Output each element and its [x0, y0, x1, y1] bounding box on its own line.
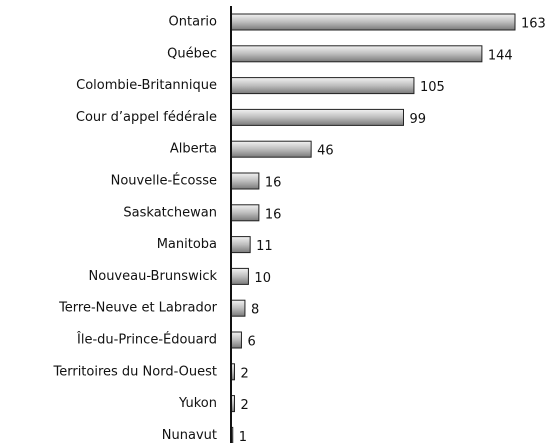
bar: [230, 45, 483, 63]
value-label: 8: [251, 303, 259, 318]
value-label: 105: [420, 80, 445, 95]
category-label: Alberta: [170, 142, 217, 157]
value-label: 2: [240, 366, 248, 381]
category-label: Manitoba: [157, 237, 217, 252]
value-label: 11: [256, 239, 273, 254]
value-label: 10: [254, 271, 271, 286]
category-label: Colombie-Britannique: [76, 78, 217, 93]
value-label: 6: [247, 335, 255, 350]
value-label: 144: [488, 48, 513, 63]
value-label: 46: [317, 144, 334, 159]
bar: [230, 236, 251, 254]
category-label: Terre-Neuve et Labrador: [58, 301, 218, 316]
bar: [230, 267, 249, 285]
bar: [230, 140, 312, 158]
category-label: Saskatchewan: [123, 205, 217, 220]
bar: [230, 299, 246, 317]
bar: [230, 108, 404, 126]
category-label: Île-du-Prince-Édouard: [76, 332, 217, 348]
category-label: Ontario: [169, 15, 217, 30]
value-label: 163: [521, 17, 546, 32]
category-label: Nouvelle-Écosse: [111, 173, 217, 189]
value-label: 16: [265, 207, 282, 222]
category-label: Québec: [167, 46, 217, 61]
bar: [230, 331, 242, 349]
bar: [230, 77, 415, 95]
value-label: 2: [240, 398, 248, 413]
value-label: 16: [265, 176, 282, 191]
value-label: 99: [409, 112, 426, 127]
value-label: 1: [239, 430, 247, 443]
category-label: Territoires du Nord-Ouest: [53, 364, 218, 379]
category-label: Cour d’appel fédérale: [76, 110, 217, 125]
category-label: Yukon: [178, 396, 217, 411]
bar: [230, 204, 260, 222]
category-label: Nouveau-Brunswick: [89, 269, 218, 284]
bar: [230, 172, 260, 190]
bar: [230, 13, 516, 31]
category-label: Nunavut: [162, 428, 217, 443]
